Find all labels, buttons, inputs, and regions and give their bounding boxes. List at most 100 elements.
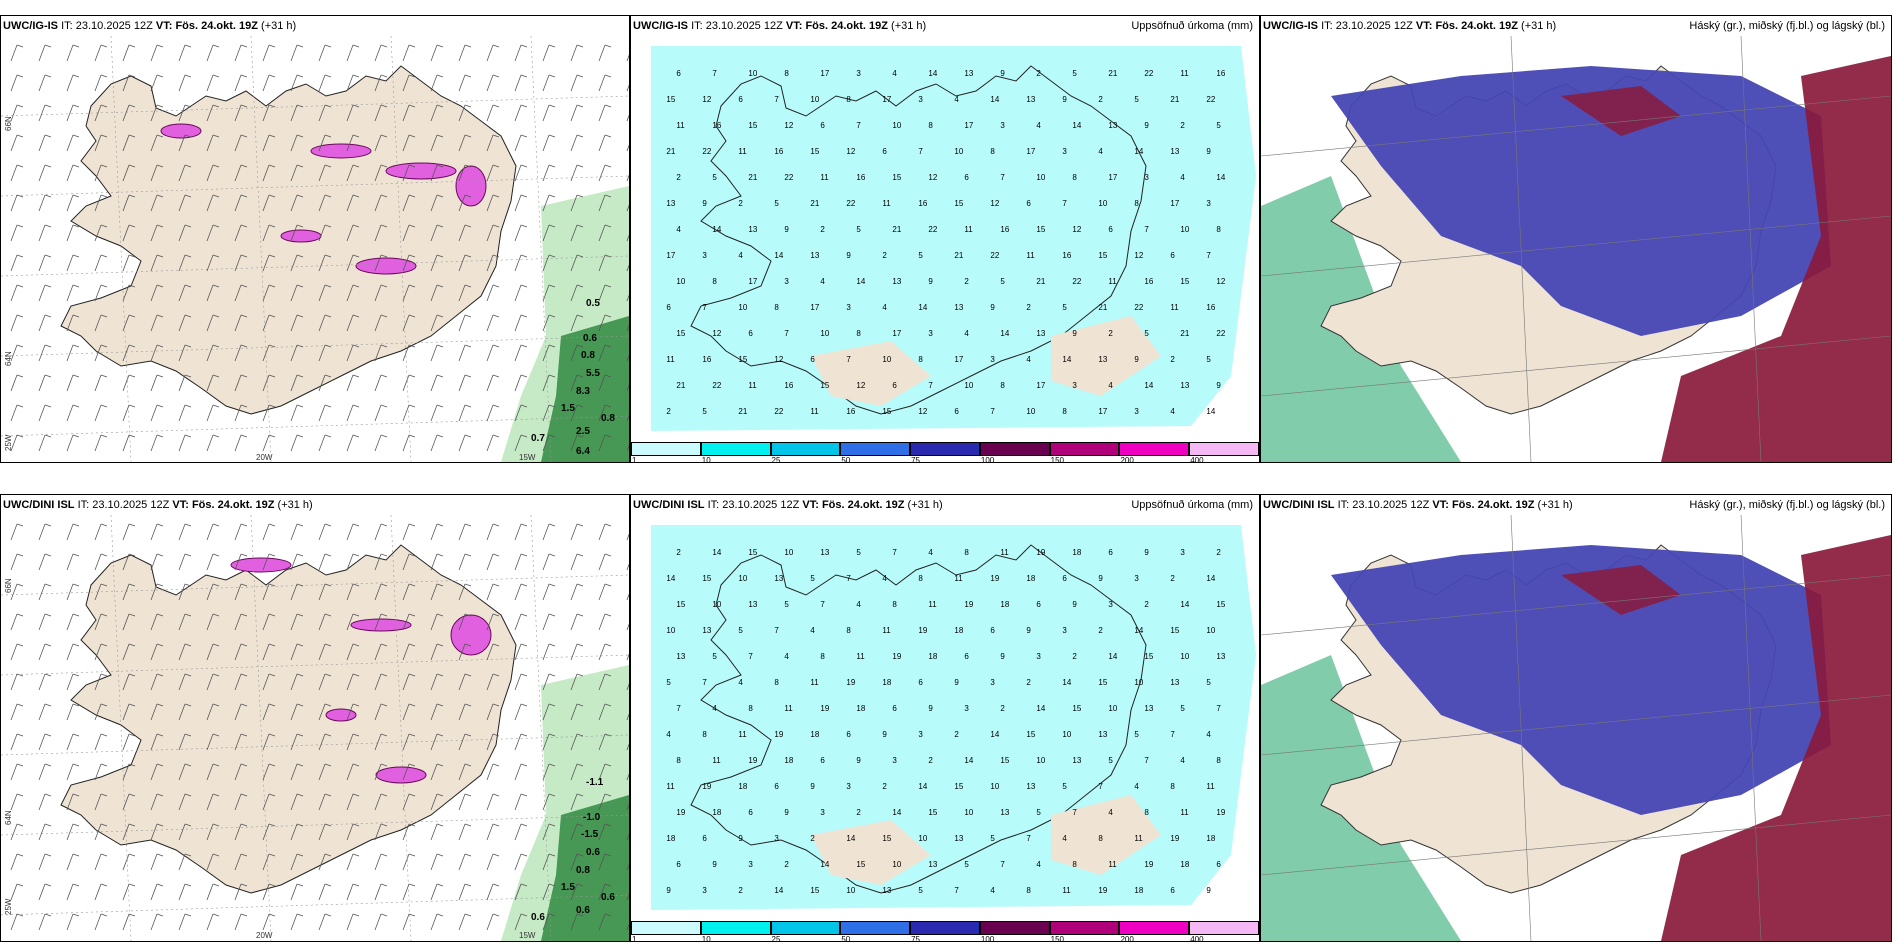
precip-value-label: 5 [1180,704,1185,713]
wind-value-label: 0.6 [576,905,590,916]
cloud-map [1261,515,1891,941]
precip-value-label: 9 [1144,548,1149,557]
precip-value-label: 6 [738,95,743,104]
precip-value-label: 6 [1108,225,1113,234]
precip-value-label: 8 [820,652,825,661]
precip-value-label: 7 [1062,199,1067,208]
precip-value-label: 16 [1000,225,1009,234]
precip-value-label: 21 [810,199,819,208]
precip-value-label: 6 [1170,251,1175,260]
legend-tick-label: 100 [980,935,995,942]
wind-map: 0.5 0.6 0.8 5.5 8.3 1.5 0.8 0.7 2.5 6.4 [1,36,629,462]
precip-value-label: 6 [676,860,681,869]
precip-value-label: 12 [856,381,865,390]
precip-value-label: 15 [954,782,963,791]
precip-value-label: 5 [1134,95,1139,104]
precip-value-label: 4 [1036,860,1041,869]
precip-value-label: 19 [1036,548,1045,557]
precip-value-label: 17 [666,251,675,260]
precip-value-label: 11 [1134,834,1143,843]
precip-value-label: 5 [702,407,707,416]
precip-value-label: 14 [774,886,783,895]
precip-value-label: 4 [892,69,897,78]
precip-value-label: 19 [676,808,685,817]
precip-value-label: 6 [666,303,671,312]
precip-value-label: 11 [1062,886,1071,895]
precip-value-label: 17 [1170,199,1179,208]
precip-value-label: 18 [1026,574,1035,583]
lon-label-15: 15W [519,931,536,940]
precip-value-label: 7 [846,574,851,583]
precip-value-label: 13 [1026,95,1035,104]
precip-value-label: 10 [1036,756,1045,765]
precip-value-label: 8 [784,69,789,78]
precip-value-label: 9 [846,251,851,260]
precip-value-label: 10 [1098,199,1107,208]
precip-value-label: 6 [1062,574,1067,583]
precip-value-label: 2 [1144,600,1149,609]
panel-title: Uppsöfnuð úrkoma (mm) [1131,499,1253,511]
precip-value-label: 21 [954,251,963,260]
precip-value-label: 10 [990,782,999,791]
legend-swatch [700,921,771,935]
precip-value-label: 19 [774,730,783,739]
precip-value-label: 16 [774,147,783,156]
precip-value-label: 7 [676,704,681,713]
precip-value-label: 15 [676,329,685,338]
precip-value-label: 17 [882,95,891,104]
precip-value-label: 3 [856,69,861,78]
precip-value-label: 6 [748,808,753,817]
precip-value-label: 7 [1000,860,1005,869]
precip-value-label: 11 [1000,548,1009,557]
precip-value-label: 6 [1036,600,1041,609]
precip-value-label: 4 [964,329,969,338]
precip-value-label: 16 [1062,251,1071,260]
precip-value-label: 11 [882,199,891,208]
precip-value-label: 14 [990,730,999,739]
legend-swatch [840,442,911,456]
row2-wind-panel: UWC/DINI ISL IT: 23.10.2025 12Z VT: Fös.… [0,494,630,942]
row1-cloud-panel: UWC/IG-IS IT: 23.10.2025 12Z VT: Fös. 24… [1260,15,1892,463]
legend-tick-label: 10 [701,456,711,463]
precip-value-label: 4 [1206,730,1211,739]
row2-precip-panel: UWC/DINI ISL IT: 23.10.2025 12Z VT: Fös.… [630,494,1260,942]
precip-value-label: 11 [810,678,819,687]
precip-value-label: 3 [702,886,707,895]
precip-value-label: 14 [1206,407,1215,416]
precip-value-label: 8 [1098,834,1103,843]
precip-value-label: 9 [1134,355,1139,364]
precip-value-label: 3 [846,303,851,312]
wind-value-label: 5.5 [586,368,600,379]
precip-value-label: 15 [892,173,901,182]
precip-value-label: 8 [918,355,923,364]
precip-value-label: 6 [846,730,851,739]
precip-value-label: 8 [1072,173,1077,182]
precip-value-label: 7 [928,381,933,390]
precip-value-label: 19 [702,782,711,791]
precip-value-label: 22 [702,147,711,156]
cloud-map [1261,36,1891,462]
legend-tick-label: 1 [632,935,637,942]
precip-value-label: 2 [1026,678,1031,687]
precip-value-label: 22 [1216,329,1225,338]
precip-value-label: 7 [1000,173,1005,182]
precip-value-label: 7 [1170,730,1175,739]
precip-value-label: 18 [1134,886,1143,895]
precip-value-label: 6 [820,121,825,130]
precip-value-label: 8 [990,147,995,156]
precip-value-label: 14 [846,834,855,843]
panel-header: UWC/IG-IS IT: 23.10.2025 12Z VT: Fös. 24… [1,16,629,36]
precip-value-label: 3 [1108,600,1113,609]
precip-value-label: 10 [964,808,973,817]
precip-value-label: 10 [1026,407,1035,416]
precip-value-label: 13 [676,652,685,661]
precip-value-label: 2 [666,407,671,416]
wind-value-label: 0.8 [601,413,615,424]
precip-value-label: 22 [928,225,937,234]
row2-cloud-panel: UWC/DINI ISL IT: 23.10.2025 12Z VT: Fös.… [1260,494,1892,942]
precip-value-label: 19 [1216,808,1225,817]
precip-value-label: 8 [676,756,681,765]
precip-value-label: 7 [1026,834,1031,843]
wind-value-label: -1.5 [581,829,599,840]
precip-value-label: 15 [1180,277,1189,286]
